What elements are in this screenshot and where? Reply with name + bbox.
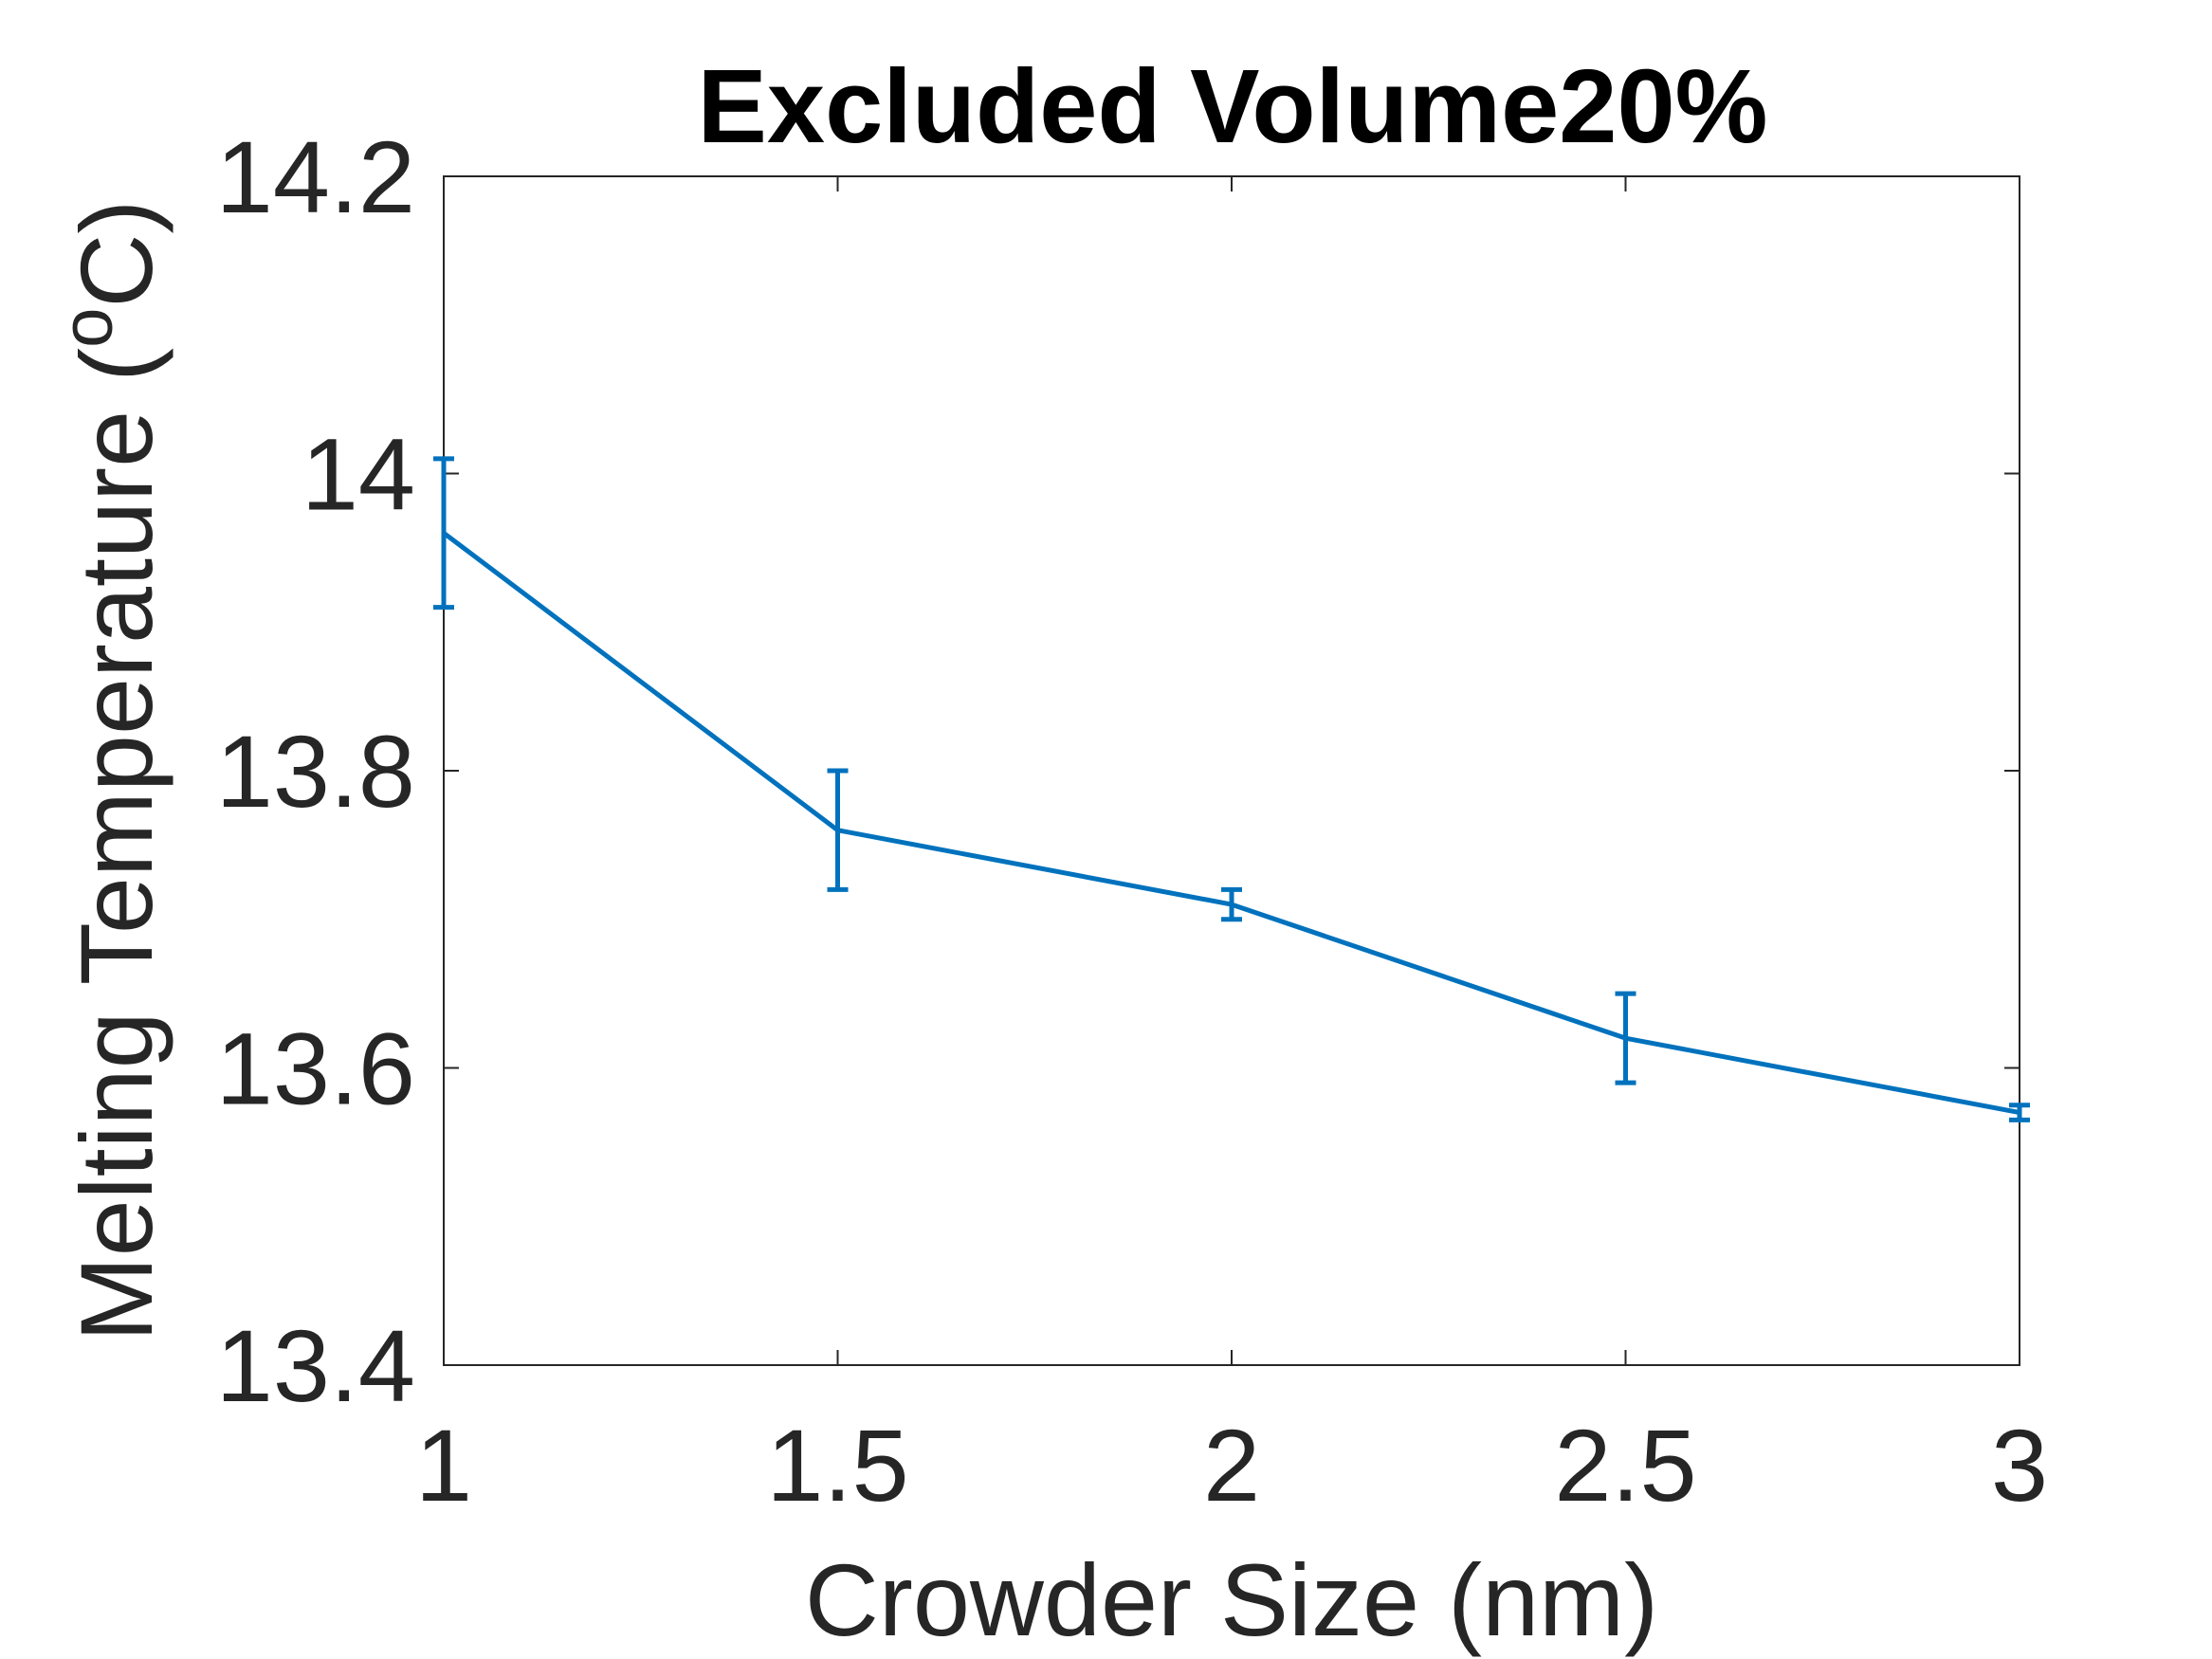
x-tick-label: 2 bbox=[1203, 1408, 1260, 1522]
series-layer bbox=[433, 456, 2030, 1122]
plot-area bbox=[443, 175, 2020, 1366]
error-bar bbox=[827, 768, 849, 892]
y-axis-label: Melting Temperature (oC) bbox=[47, 200, 174, 1342]
y-tick-label: 13.4 bbox=[216, 1308, 415, 1423]
x-tick-label: 3 bbox=[1991, 1408, 2048, 1522]
y-tick-label: 14.2 bbox=[216, 119, 415, 234]
y-axis-label-suffix: C) bbox=[59, 200, 174, 308]
error-bar bbox=[2009, 1103, 2030, 1122]
y-axis-label-superscript: o bbox=[47, 308, 128, 348]
y-axis-label-prefix: Melting Temperature ( bbox=[59, 348, 174, 1342]
y-axis: 13.4 13.6 13.8 14 14.2 bbox=[216, 119, 2020, 1423]
x-axis-label: Crowder Size (nm) bbox=[805, 1542, 1658, 1657]
y-tick-label: 13.8 bbox=[216, 714, 415, 829]
chart-title: Excluded Volume20% bbox=[698, 48, 1768, 165]
x-tick-label: 1 bbox=[415, 1408, 472, 1522]
y-tick-label: 14 bbox=[302, 417, 415, 532]
x-axis: 1 1.5 2 2.5 3 bbox=[415, 176, 2048, 1522]
error-bar bbox=[433, 456, 454, 611]
error-bar bbox=[1615, 991, 1636, 1085]
x-tick-label: 1.5 bbox=[766, 1408, 908, 1522]
error-bar bbox=[1221, 886, 1242, 922]
y-tick-label: 13.6 bbox=[216, 1012, 415, 1126]
x-tick-label: 2.5 bbox=[1554, 1408, 1696, 1522]
